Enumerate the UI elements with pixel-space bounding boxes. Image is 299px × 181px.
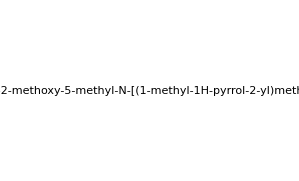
Text: 4-chloro-2-methoxy-5-methyl-N-[(1-methyl-1H-pyrrol-2-yl)methyl]aniline: 4-chloro-2-methoxy-5-methyl-N-[(1-methyl… [0,86,299,96]
